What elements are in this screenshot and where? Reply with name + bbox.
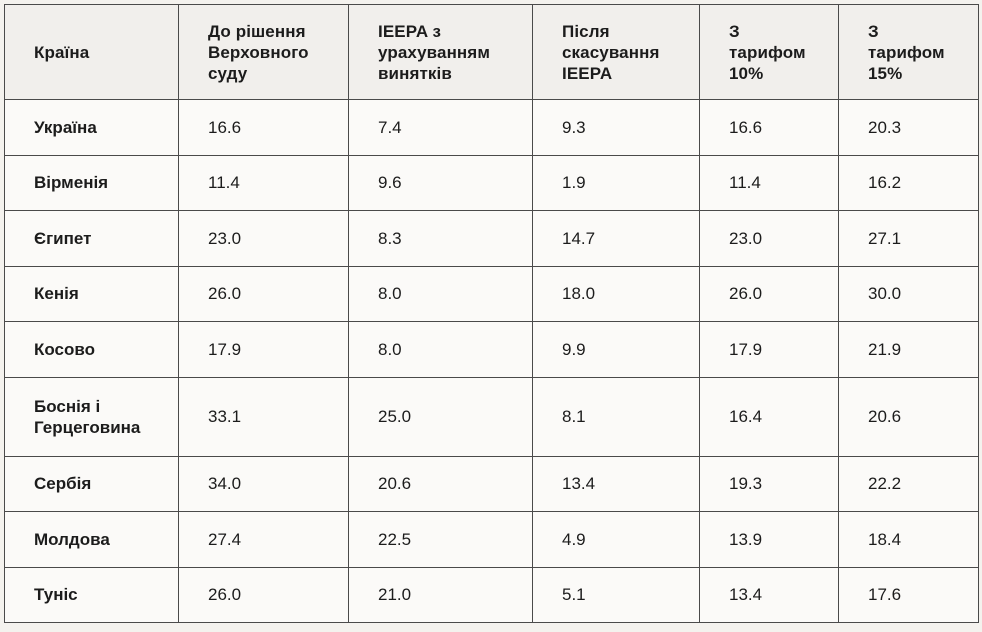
cell-value: 8.1: [532, 376, 700, 457]
header-with-10-tariff: З тарифом 10%: [699, 4, 839, 100]
cell-value: 34.0: [178, 455, 349, 512]
table-row: Єгипет 23.0 8.3 14.7 23.0 27.1: [4, 210, 979, 267]
cell-country: Сербія: [4, 455, 179, 512]
cell-country: Боснія і Герцеговина: [4, 376, 179, 457]
cell-value: 4.9: [532, 511, 700, 568]
cell-value: 9.6: [348, 154, 533, 211]
cell-value: 26.0: [178, 566, 349, 623]
cell-country: Косово: [4, 321, 179, 378]
cell-value: 11.4: [178, 154, 349, 211]
cell-country: Вірменія: [4, 154, 179, 211]
cell-country: Кенія: [4, 265, 179, 322]
cell-value: 33.1: [178, 376, 349, 457]
table-row: Вірменія 11.4 9.6 1.9 11.4 16.2: [4, 154, 979, 211]
cell-value: 18.0: [532, 265, 700, 322]
table-row: Кенія 26.0 8.0 18.0 26.0 30.0: [4, 265, 979, 322]
cell-value: 9.3: [532, 99, 700, 156]
cell-value: 9.9: [532, 321, 700, 378]
cell-value: 26.0: [699, 265, 839, 322]
cell-value: 1.9: [532, 154, 700, 211]
cell-value: 16.4: [699, 376, 839, 457]
cell-value: 7.4: [348, 99, 533, 156]
cell-value: 25.0: [348, 376, 533, 457]
table-row: Боснія і Герцеговина 33.1 25.0 8.1 16.4 …: [4, 376, 979, 457]
table-header-row: Країна До рішення Верховного суду IEEPA …: [4, 4, 979, 100]
cell-value: 11.4: [699, 154, 839, 211]
cell-country: Молдова: [4, 511, 179, 568]
cell-value: 17.9: [178, 321, 349, 378]
table-row: Косово 17.9 8.0 9.9 17.9 21.9: [4, 321, 979, 378]
cell-value: 5.1: [532, 566, 700, 623]
cell-value: 8.0: [348, 321, 533, 378]
cell-value: 27.4: [178, 511, 349, 568]
table-row: Сербія 34.0 20.6 13.4 19.3 22.2: [4, 455, 979, 512]
cell-value: 30.0: [838, 265, 979, 322]
table-row: Україна 16.6 7.4 9.3 16.6 20.3: [4, 99, 979, 156]
cell-value: 19.3: [699, 455, 839, 512]
cell-value: 21.0: [348, 566, 533, 623]
cell-value: 23.0: [178, 210, 349, 267]
cell-value: 13.9: [699, 511, 839, 568]
cell-value: 14.7: [532, 210, 700, 267]
table-row: Молдова 27.4 22.5 4.9 13.9 18.4: [4, 511, 979, 568]
cell-value: 8.3: [348, 210, 533, 267]
cell-value: 18.4: [838, 511, 979, 568]
cell-value: 17.9: [699, 321, 839, 378]
cell-value: 13.4: [699, 566, 839, 623]
cell-value: 22.2: [838, 455, 979, 512]
cell-value: 23.0: [699, 210, 839, 267]
cell-value: 20.6: [348, 455, 533, 512]
cell-value: 16.2: [838, 154, 979, 211]
cell-value: 27.1: [838, 210, 979, 267]
header-country: Країна: [4, 4, 179, 100]
tariff-table-container: Країна До рішення Верховного суду IEEPA …: [4, 4, 979, 628]
cell-value: 21.9: [838, 321, 979, 378]
cell-value: 26.0: [178, 265, 349, 322]
cell-value: 20.3: [838, 99, 979, 156]
cell-country: Туніс: [4, 566, 179, 623]
tariff-table: Країна До рішення Верховного суду IEEPA …: [4, 4, 979, 623]
cell-value: 17.6: [838, 566, 979, 623]
header-ieepa-with-exemptions: IEEPA з урахуванням винятків: [348, 4, 533, 100]
cell-value: 16.6: [699, 99, 839, 156]
header-after-ieepa-repeal: Після скасування IEEPA: [532, 4, 700, 100]
cell-value: 22.5: [348, 511, 533, 568]
header-before-supreme-court: До рішення Верховного суду: [178, 4, 349, 100]
cell-country: Україна: [4, 99, 179, 156]
cell-value: 8.0: [348, 265, 533, 322]
cell-value: 20.6: [838, 376, 979, 457]
cell-value: 16.6: [178, 99, 349, 156]
cell-value: 13.4: [532, 455, 700, 512]
cell-country: Єгипет: [4, 210, 179, 267]
header-with-15-tariff: З тарифом 15%: [838, 4, 979, 100]
table-row: Туніс 26.0 21.0 5.1 13.4 17.6: [4, 566, 979, 623]
